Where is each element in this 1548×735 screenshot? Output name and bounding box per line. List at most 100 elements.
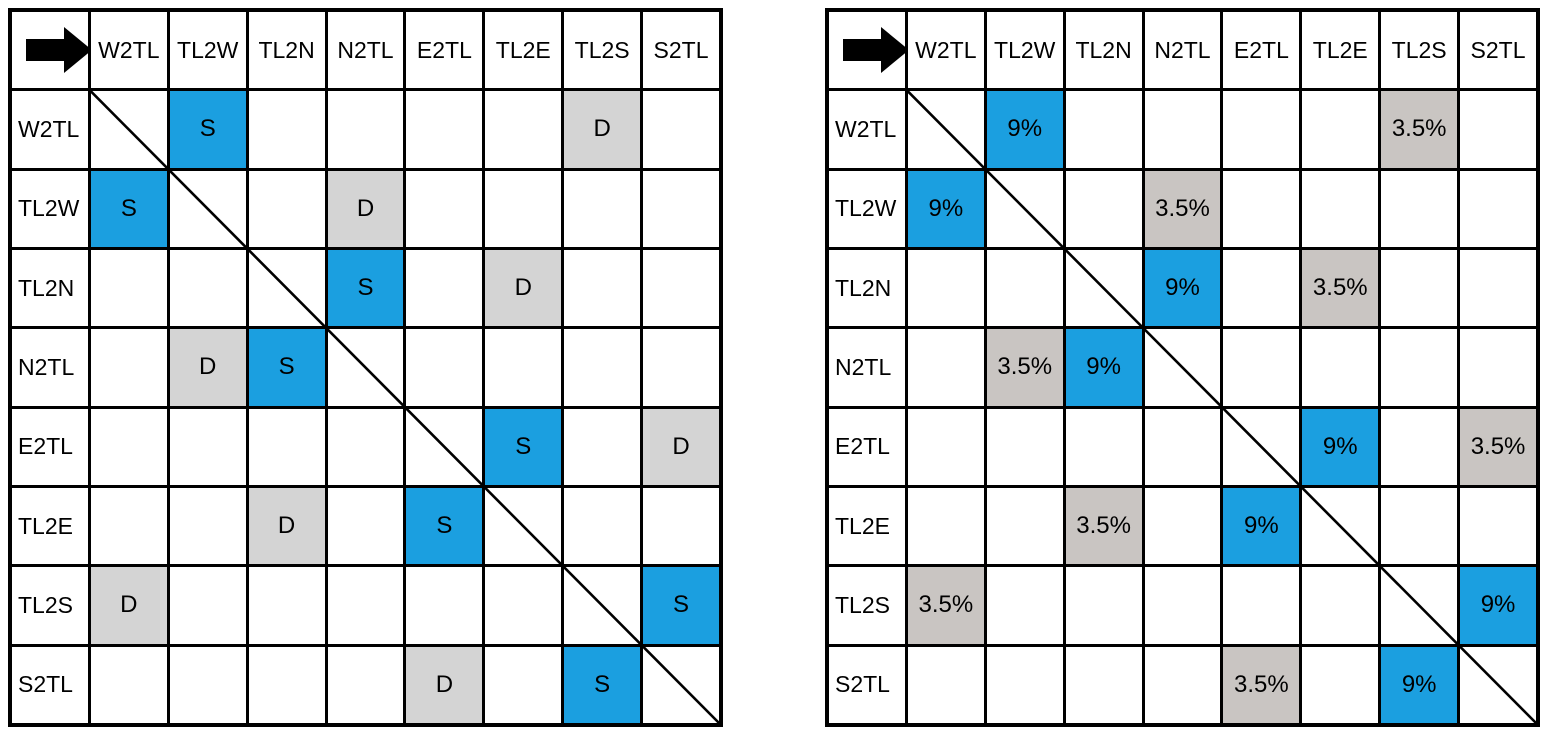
cell-W2TL-E2TL — [1223, 91, 1300, 168]
cell-TL2N-E2TL — [406, 250, 483, 327]
col-header-E2TL: E2TL — [1223, 12, 1300, 89]
cell-TL2N-N2TL: 9% — [1144, 250, 1221, 327]
cell-S2TL-TL2N — [1065, 646, 1142, 723]
cell-TL2S-TL2W — [169, 567, 246, 644]
cell-S2TL-N2TL — [327, 646, 404, 723]
cell-TL2N-TL2W — [986, 250, 1063, 327]
cell-N2TL-TL2S — [564, 329, 641, 406]
cell-S2TL-TL2N — [248, 646, 325, 723]
cell-N2TL-W2TL — [907, 329, 984, 406]
cell-TL2S-E2TL — [1223, 567, 1300, 644]
cell-TL2E-TL2E — [485, 488, 562, 565]
col-header-W2TL: W2TL — [90, 12, 167, 89]
row-header-TL2W: TL2W — [12, 170, 88, 247]
cell-N2TL-N2TL — [327, 329, 404, 406]
cell-N2TL-S2TL — [643, 329, 719, 406]
cell-W2TL-TL2N — [248, 91, 325, 168]
cell-E2TL-TL2E: S — [485, 408, 562, 485]
row-header-TL2S: TL2S — [12, 567, 88, 644]
cell-TL2S-TL2W — [986, 567, 1063, 644]
cell-S2TL-W2TL — [907, 646, 984, 723]
cell-E2TL-TL2N — [1065, 408, 1142, 485]
col-header-TL2W: TL2W — [169, 12, 246, 89]
cell-E2TL-E2TL — [406, 408, 483, 485]
cell-W2TL-TL2N — [1065, 91, 1142, 168]
cell-W2TL-E2TL — [406, 91, 483, 168]
arrow-head — [881, 27, 905, 74]
cell-W2TL-TL2W: 9% — [986, 91, 1063, 168]
cell-TL2E-TL2N: 3.5% — [1065, 488, 1142, 565]
cell-TL2W-E2TL — [1223, 170, 1300, 247]
cell-E2TL-TL2S — [564, 408, 641, 485]
row-header-S2TL: S2TL — [829, 646, 905, 723]
cell-W2TL-N2TL — [1144, 91, 1221, 168]
cell-E2TL-S2TL: 3.5% — [1460, 408, 1536, 485]
cell-TL2S-W2TL: 3.5% — [907, 567, 984, 644]
cell-E2TL-TL2N — [248, 408, 325, 485]
cell-N2TL-TL2E — [1302, 329, 1379, 406]
conflict-type-matrix: W2TL TL2W TL2N N2TL E2TL TL2E TL2S S2TL W2TL S D TL… — [8, 8, 723, 727]
cell-E2TL-TL2W — [986, 408, 1063, 485]
cell-S2TL-TL2E — [1302, 646, 1379, 723]
cell-W2TL-TL2S: 3.5% — [1381, 91, 1458, 168]
cell-S2TL-E2TL: 3.5% — [1223, 646, 1300, 723]
cell-E2TL-TL2E: 9% — [1302, 408, 1379, 485]
row-header-TL2E: TL2E — [829, 488, 905, 565]
col-header-E2TL: E2TL — [406, 12, 483, 89]
cell-E2TL-E2TL — [1223, 408, 1300, 485]
cell-TL2E-W2TL — [907, 488, 984, 565]
cell-TL2N-TL2W — [169, 250, 246, 327]
col-header-N2TL: N2TL — [1144, 12, 1221, 89]
cell-W2TL-TL2E — [1302, 91, 1379, 168]
cell-W2TL-TL2E — [485, 91, 562, 168]
col-header-TL2S: TL2S — [564, 12, 641, 89]
col-header-W2TL: W2TL — [907, 12, 984, 89]
cell-TL2W-S2TL — [1460, 170, 1536, 247]
cell-TL2N-TL2E: D — [485, 250, 562, 327]
col-header-TL2S: TL2S — [1381, 12, 1458, 89]
cell-TL2N-W2TL — [90, 250, 167, 327]
cell-S2TL-TL2S: 9% — [1381, 646, 1458, 723]
col-header-TL2N: TL2N — [1065, 12, 1142, 89]
col-header-TL2E: TL2E — [485, 12, 562, 89]
col-header-TL2E: TL2E — [1302, 12, 1379, 89]
cell-TL2E-E2TL: S — [406, 488, 483, 565]
row-header-TL2E: TL2E — [12, 488, 88, 565]
cell-TL2N-S2TL — [1460, 250, 1536, 327]
arrow-head — [64, 27, 88, 74]
cell-N2TL-E2TL — [406, 329, 483, 406]
cell-TL2S-TL2N — [1065, 567, 1142, 644]
cell-TL2S-TL2S — [564, 567, 641, 644]
row-header-N2TL: N2TL — [12, 329, 88, 406]
cell-TL2N-TL2S — [1381, 250, 1458, 327]
row-header-E2TL: E2TL — [829, 408, 905, 485]
cell-TL2W-TL2E — [485, 170, 562, 247]
col-header-S2TL: S2TL — [1460, 12, 1536, 89]
cell-TL2W-S2TL — [643, 170, 719, 247]
cell-S2TL-TL2E — [485, 646, 562, 723]
cell-TL2S-E2TL — [406, 567, 483, 644]
cell-TL2S-S2TL: S — [643, 567, 719, 644]
cell-TL2S-TL2E — [485, 567, 562, 644]
cell-E2TL-W2TL — [90, 408, 167, 485]
row-header-TL2N: TL2N — [12, 250, 88, 327]
cell-S2TL-S2TL — [643, 646, 719, 723]
cell-TL2W-TL2W — [169, 170, 246, 247]
cell-TL2E-TL2S — [1381, 488, 1458, 565]
cell-TL2W-E2TL — [406, 170, 483, 247]
cell-TL2W-TL2N — [248, 170, 325, 247]
cell-S2TL-N2TL — [1144, 646, 1221, 723]
cell-TL2E-S2TL — [1460, 488, 1536, 565]
arrow-shaft — [26, 39, 64, 62]
cell-TL2W-N2TL: 3.5% — [1144, 170, 1221, 247]
cell-W2TL-S2TL — [643, 91, 719, 168]
cell-TL2E-TL2W — [169, 488, 246, 565]
corner-cell — [12, 12, 88, 89]
cell-N2TL-TL2S — [1381, 329, 1458, 406]
cell-S2TL-W2TL — [90, 646, 167, 723]
cell-E2TL-W2TL — [907, 408, 984, 485]
probability-matrix: W2TL TL2W TL2N N2TL E2TL TL2E TL2S S2TL W2TL 9% 3.… — [825, 8, 1540, 727]
cell-TL2E-TL2E — [1302, 488, 1379, 565]
cell-TL2E-W2TL — [90, 488, 167, 565]
cell-N2TL-TL2N: S — [248, 329, 325, 406]
